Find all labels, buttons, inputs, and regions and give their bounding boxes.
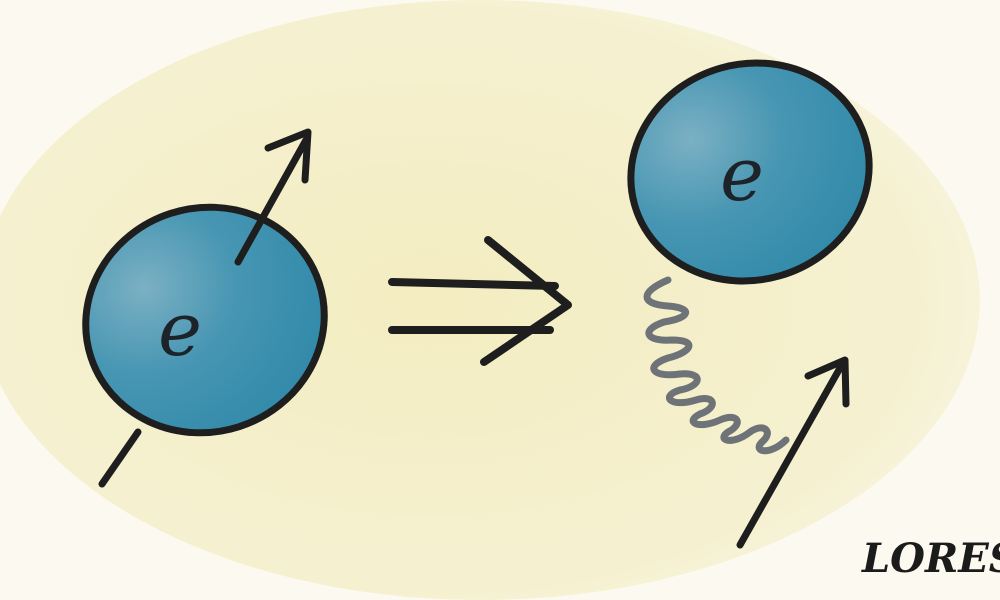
arrow-up-right-icon — [234, 128, 312, 266]
electron-left: e — [82, 128, 328, 488]
arrow-up-right-icon — [736, 356, 850, 549]
electron-ball-left — [82, 203, 328, 437]
electron-label-left: e — [158, 287, 202, 373]
electron-ball-right — [627, 59, 873, 285]
electron-right: e — [627, 59, 873, 549]
double-arrow-right-icon — [388, 236, 572, 366]
artist-signature: LORES — [861, 535, 1000, 582]
electron-label-right: e — [720, 132, 764, 218]
spring-coil-icon — [643, 276, 790, 455]
spin-arrow-tail — [98, 428, 142, 488]
